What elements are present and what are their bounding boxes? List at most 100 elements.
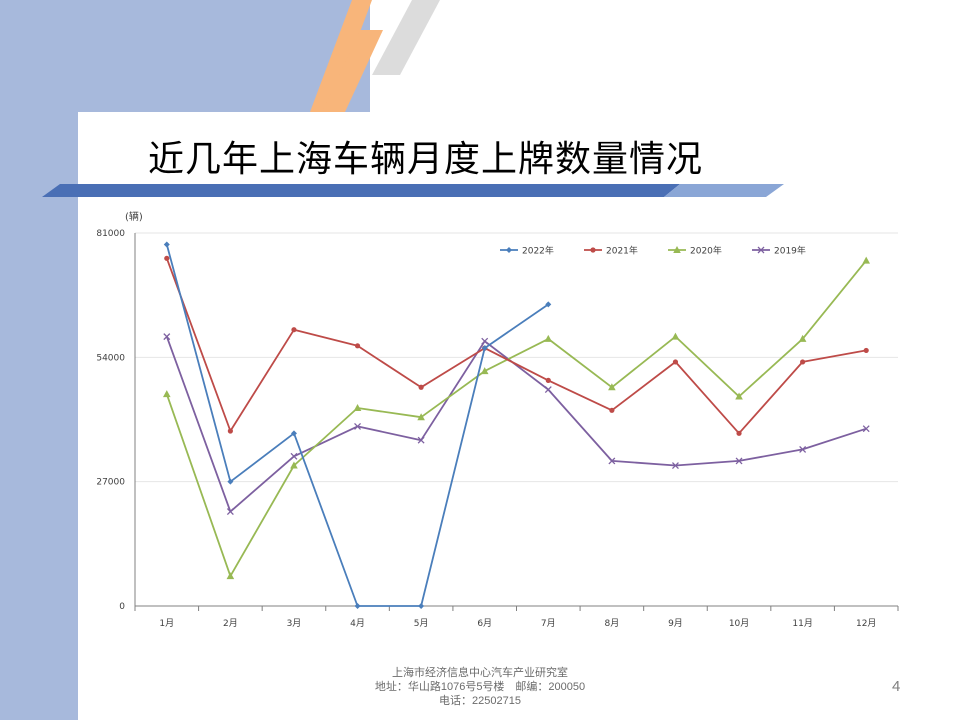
point-marker xyxy=(226,572,235,580)
legend-label: 2022年 xyxy=(522,245,554,257)
x-tick-labels: 1月 2月 3月 4月 5月 6月 7月 8月 9月 10月 11月 12月 xyxy=(159,618,876,629)
x-tick-label: 4月 xyxy=(350,618,365,629)
point-marker xyxy=(291,327,297,333)
legend-entry-2019年: 2019年 xyxy=(752,245,806,257)
point-marker xyxy=(608,457,616,465)
footer-address: 地址：华山路1076号5号楼 邮编：200050 xyxy=(374,681,586,693)
marker-stroke xyxy=(163,333,171,341)
marker-stroke xyxy=(290,452,298,460)
footer-org: 上海市经济信息中心汽车产业研究室 xyxy=(392,667,568,679)
title-bar-light xyxy=(664,184,784,197)
point-marker xyxy=(481,345,488,352)
point-marker xyxy=(673,246,681,253)
marker-stroke xyxy=(735,457,743,465)
point-marker xyxy=(354,422,362,430)
legend-label: 2019年 xyxy=(774,245,806,257)
x-tick-label: 11月 xyxy=(792,618,812,629)
point-marker xyxy=(545,377,551,383)
point-marker xyxy=(799,445,807,453)
point-marker xyxy=(290,452,298,460)
point-marker xyxy=(671,332,680,340)
point-marker xyxy=(354,343,361,349)
point-marker xyxy=(798,334,807,342)
point-marker xyxy=(545,301,552,308)
point-marker xyxy=(164,255,170,261)
y-tick-label: 0 xyxy=(119,602,125,612)
marker-stroke xyxy=(757,246,765,254)
slide-title: 近几年上海车辆月度上牌数量情况 xyxy=(148,139,704,180)
series-2019年 xyxy=(163,333,870,516)
x-tick-label: 7月 xyxy=(541,618,556,629)
series-line xyxy=(165,244,549,607)
y-tick-label: 27000 xyxy=(96,478,125,488)
marker-stroke xyxy=(671,462,679,470)
point-marker xyxy=(863,347,869,354)
point-marker xyxy=(672,359,679,365)
point-marker xyxy=(418,384,424,390)
x-tick-label: 1月 xyxy=(159,618,174,629)
point-marker xyxy=(862,256,871,264)
marker-stroke xyxy=(354,422,362,430)
background-band-top xyxy=(0,0,370,112)
legend-label: 2021年 xyxy=(606,245,638,257)
point-marker xyxy=(227,478,234,485)
series-2020年 xyxy=(162,256,871,580)
point-marker xyxy=(506,247,512,253)
y-tick-labels: 0 27000 54000 81000 xyxy=(96,229,125,612)
point-marker xyxy=(736,430,742,436)
x-tick-label: 12月 xyxy=(856,618,876,629)
legend-entry-2022年: 2022年 xyxy=(500,245,554,257)
series-line xyxy=(165,260,867,577)
axes xyxy=(134,233,899,611)
decor-stripe-orange-outer xyxy=(310,0,372,112)
y-tick-label: 54000 xyxy=(96,353,125,363)
series-line xyxy=(165,257,867,435)
point-marker xyxy=(671,462,679,470)
point-marker xyxy=(862,425,870,433)
legend-label: 2020年 xyxy=(690,245,722,257)
x-tick-label: 2月 xyxy=(223,618,238,629)
point-marker xyxy=(544,386,552,394)
legend-entry-2021年: 2021年 xyxy=(584,245,638,257)
x-tick-label: 6月 xyxy=(477,618,492,629)
point-marker xyxy=(227,428,233,434)
point-marker xyxy=(609,407,615,413)
marker-stroke xyxy=(608,457,616,465)
point-marker xyxy=(800,359,806,365)
x-tick-label: 10月 xyxy=(729,618,749,629)
series-lines xyxy=(162,241,871,609)
marker-stroke xyxy=(862,425,870,433)
page-number: 4 xyxy=(892,678,901,695)
point-marker xyxy=(418,603,425,609)
gridlines xyxy=(135,232,898,483)
x-tick-label: 3月 xyxy=(287,618,302,629)
point-marker xyxy=(608,383,616,391)
series-2021年 xyxy=(164,255,869,436)
marker-stroke xyxy=(544,386,552,394)
background-band-left xyxy=(0,0,78,720)
decor-stripe-orange xyxy=(322,30,383,112)
legend: 2022年 2021年 2020年 2019年 xyxy=(500,245,806,257)
x-tick-label: 8月 xyxy=(605,618,620,629)
y-tick-label: 81000 xyxy=(96,229,125,239)
point-marker xyxy=(226,508,234,516)
marker-stroke xyxy=(481,337,489,345)
point-marker xyxy=(590,247,596,253)
marker-stroke xyxy=(799,445,807,453)
point-marker xyxy=(353,403,362,411)
series-line xyxy=(165,336,867,513)
point-marker xyxy=(481,337,489,345)
x-tick-label: 9月 xyxy=(668,618,683,629)
marker-stroke xyxy=(226,508,234,516)
decor-stripe-gray xyxy=(372,0,440,75)
y-axis-unit-label: (辆) xyxy=(125,210,143,223)
point-marker xyxy=(757,246,765,254)
title-bar-dark xyxy=(42,184,680,197)
x-tick-label: 5月 xyxy=(414,618,429,629)
legend-entry-2020年: 2020年 xyxy=(668,245,722,257)
point-marker xyxy=(544,334,553,342)
footer: 上海市经济信息中心汽车产业研究室 地址：华山路1076号5号楼 邮编：20005… xyxy=(330,666,630,708)
point-marker xyxy=(290,461,298,469)
